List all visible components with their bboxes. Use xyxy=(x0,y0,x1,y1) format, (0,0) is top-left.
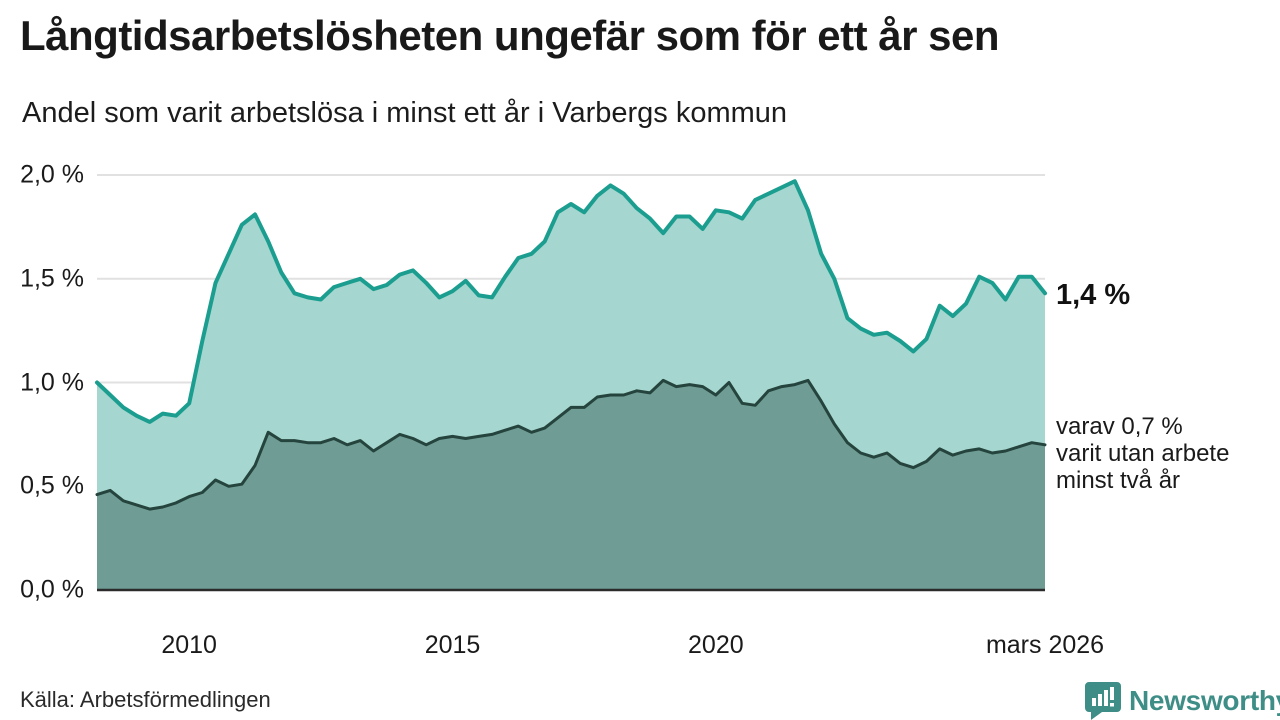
y-tick-label: 0,0 % xyxy=(20,575,84,604)
y-tick-label: 0,5 % xyxy=(20,471,84,500)
x-tick-label: 2015 xyxy=(424,631,481,659)
x-tick-label: 2020 xyxy=(688,631,744,659)
secondary-annotation-line: varav 0,7 % xyxy=(1056,413,1183,440)
source-note: Källa: Arbetsförmedlingen xyxy=(20,687,271,712)
secondary-annotation-line: varit utan arbete xyxy=(1056,440,1230,467)
latest-value-label: 1,4 % xyxy=(1056,279,1131,311)
page-title: Långtidsarbetslösheten ungefär som för e… xyxy=(20,12,1000,59)
publisher-logo: Newsworthy xyxy=(1084,681,1280,720)
secondary-annotation-line: minst två år xyxy=(1056,467,1181,494)
series-one-year-line xyxy=(95,179,1047,424)
publisher-logo-text: Newsworthy xyxy=(1129,685,1280,716)
series-two-year-area xyxy=(97,380,1045,590)
y-tick-label: 1,5 % xyxy=(20,264,84,293)
x-tick-label: mars 2026 xyxy=(985,631,1105,659)
x-tick-label: 2010 xyxy=(161,631,217,659)
series-two-year-line xyxy=(95,378,1047,511)
y-tick-label: 2,0 % xyxy=(20,160,84,189)
newsworthy-icon xyxy=(1085,682,1121,720)
secondary-annotation: varav 0,7 % varit utan arbete minst två … xyxy=(1056,413,1229,494)
page-subtitle: Andel som varit arbetslösa i minst ett å… xyxy=(22,97,788,129)
y-tick-label: 1,0 % xyxy=(20,368,84,396)
